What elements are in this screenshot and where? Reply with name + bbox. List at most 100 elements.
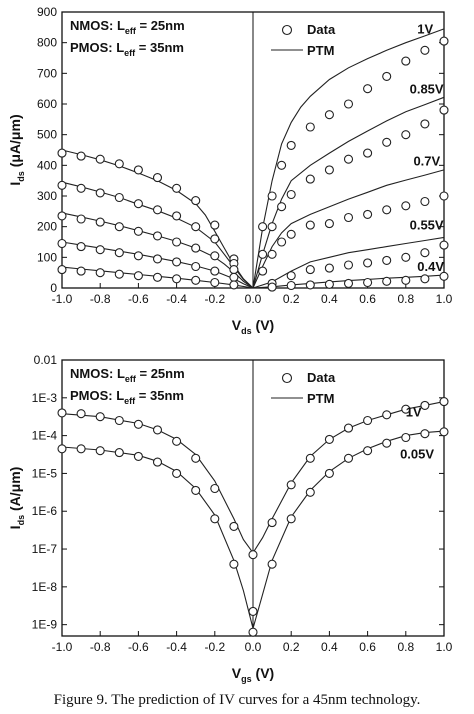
y-tick-label: 200 <box>37 220 57 234</box>
data-point <box>363 277 373 288</box>
data-point <box>172 274 182 284</box>
data-point <box>76 266 86 276</box>
y-axis-label: Ids (μA/μm) <box>7 114 26 185</box>
data-point <box>76 151 86 161</box>
data-point <box>343 212 354 223</box>
data-point <box>324 165 334 175</box>
y-tick-label: 1E-8 <box>32 580 58 594</box>
data-point <box>382 205 392 215</box>
data-point <box>57 180 67 190</box>
x-tick-label: 0.4 <box>321 640 338 654</box>
curve-label: 0.55V <box>410 218 444 233</box>
data-point <box>267 191 277 201</box>
data-point <box>76 183 86 193</box>
data-point <box>401 252 411 262</box>
data-point <box>305 174 315 184</box>
data-point <box>191 275 201 285</box>
x-tick-label: -0.2 <box>204 640 225 654</box>
x-tick-label: 0.4 <box>321 292 338 306</box>
data-point <box>95 268 105 278</box>
data-point <box>229 521 239 531</box>
x-tick-label: -0.8 <box>90 640 111 654</box>
data-point <box>210 234 220 244</box>
y-tick-label: 1E-5 <box>32 466 58 480</box>
x-tick-label: -0.6 <box>128 292 149 306</box>
data-point <box>286 514 296 524</box>
x-tick-label: -0.4 <box>166 292 187 306</box>
data-point <box>363 209 373 219</box>
curve-label: 0.85V <box>410 81 444 96</box>
data-point <box>57 265 67 275</box>
data-point <box>420 119 430 129</box>
y-tick-label: 700 <box>37 66 57 80</box>
data-point <box>439 240 449 250</box>
x-tick-label: -0.6 <box>128 640 149 654</box>
data-point <box>382 137 392 147</box>
data-point <box>343 423 354 433</box>
data-point <box>95 188 105 198</box>
x-axis-label: Vgs (V) <box>232 665 274 684</box>
data-point <box>382 438 392 448</box>
data-point <box>210 220 220 230</box>
data-point <box>363 84 373 94</box>
data-point <box>114 222 124 232</box>
data-point <box>133 451 143 461</box>
data-point <box>76 409 86 419</box>
y-tick-label: 900 <box>37 5 57 19</box>
data-point <box>152 254 163 264</box>
data-point <box>439 427 449 437</box>
series-line <box>252 96 445 289</box>
data-point <box>57 408 67 418</box>
legend-data-label: Data <box>307 22 336 37</box>
data-point <box>152 272 163 282</box>
data-point <box>286 229 296 239</box>
data-point <box>286 480 296 490</box>
data-point <box>401 432 411 443</box>
data-point <box>133 251 143 261</box>
x-tick-label: 0.2 <box>283 292 300 306</box>
data-point <box>401 130 411 140</box>
data-point <box>229 280 239 290</box>
data-point <box>324 468 334 478</box>
data-point <box>286 189 296 200</box>
data-point <box>277 160 287 170</box>
data-point <box>152 231 163 241</box>
note-pmos: PMOS: Leff = 35nm <box>70 40 184 58</box>
x-tick-label: 0.2 <box>283 640 300 654</box>
data-point <box>343 99 354 109</box>
data-point <box>152 457 163 467</box>
data-point <box>95 446 105 456</box>
curve-label: 0.7V <box>413 153 440 168</box>
figure: -1.0 -0.8 -0.6 -0.4 -0.2 0.0 0.2 0.4 0.6 0.8 1.0 0 1… <box>7 5 453 684</box>
data-point <box>439 271 449 281</box>
data-point <box>343 453 354 463</box>
data-point <box>267 282 277 292</box>
data-point <box>191 261 201 272</box>
data-point <box>439 397 449 407</box>
x-tick-label: -1.0 <box>52 640 73 654</box>
data-point <box>305 487 315 497</box>
data-point <box>267 559 277 569</box>
data-point <box>210 514 220 524</box>
series-line <box>252 169 445 289</box>
series-line <box>61 401 445 554</box>
data-point <box>229 272 239 282</box>
data-point <box>133 271 143 281</box>
data-point <box>305 280 315 290</box>
data-point <box>324 263 334 273</box>
data-point <box>210 483 220 494</box>
data-point <box>420 248 430 258</box>
data-point <box>172 257 182 267</box>
legend-marker <box>281 372 293 384</box>
data-point <box>114 448 124 458</box>
data-point <box>95 245 105 255</box>
x-tick-label: 1.0 <box>436 292 453 306</box>
data-point <box>382 255 392 265</box>
data-point <box>343 278 354 288</box>
y-tick-label: 1E-6 <box>32 504 58 518</box>
data-point <box>57 238 67 249</box>
data-point <box>420 274 430 284</box>
data-point <box>191 196 201 206</box>
data-point <box>95 217 105 227</box>
data-point <box>172 211 182 221</box>
